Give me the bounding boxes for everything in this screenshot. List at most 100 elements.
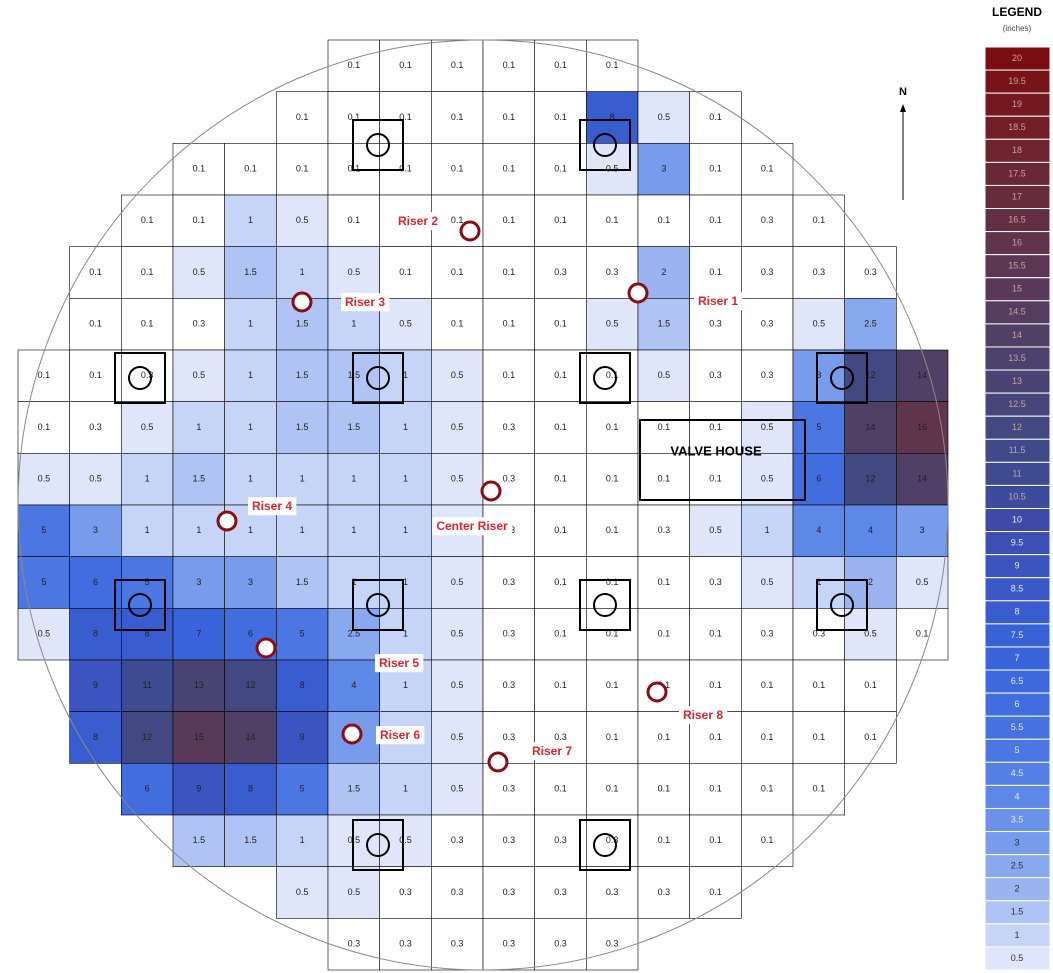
- depth-value: 0.1: [761, 680, 774, 690]
- depth-cell: [482, 39, 535, 92]
- depth-value: 0.1: [658, 474, 671, 484]
- depth-value: 0.1: [658, 215, 671, 225]
- depth-value: 0.1: [554, 474, 567, 484]
- depth-cell: [896, 504, 949, 557]
- depth-cell: [896, 453, 949, 506]
- depth-value: 0.1: [554, 60, 567, 70]
- depth-value: 0.3: [813, 267, 826, 277]
- depth-cell: [276, 349, 329, 402]
- depth-value: 0.3: [503, 732, 516, 742]
- depth-value: 0.3: [348, 939, 361, 949]
- depth-value: 0.1: [813, 680, 826, 690]
- depth-value: 0.1: [554, 164, 567, 174]
- legend-label: 20: [1012, 53, 1022, 63]
- depth-value: 0.5: [451, 732, 464, 742]
- depth-cell: [534, 39, 587, 92]
- depth-value: 5: [41, 525, 46, 535]
- depth-cell: [172, 608, 225, 661]
- depth-cell: [689, 659, 742, 712]
- depth-value: 1.5: [296, 319, 309, 329]
- depth-value: 0.1: [348, 112, 361, 122]
- depth-value: 1: [145, 525, 150, 535]
- depth-cell: [69, 504, 122, 557]
- depth-cell: [534, 453, 587, 506]
- riser-label: Riser 3: [345, 295, 385, 309]
- depth-cell: [792, 194, 845, 247]
- depth-value: 0.1: [606, 732, 619, 742]
- depth-cell: [327, 453, 380, 506]
- depth-value: 4: [351, 680, 356, 690]
- depth-cell: [276, 814, 329, 867]
- depth-cell: [431, 143, 484, 196]
- depth-value: 3: [248, 577, 253, 587]
- legend-swatch: [984, 946, 1051, 971]
- depth-value: 0.3: [503, 835, 516, 845]
- depth-cell: [792, 659, 845, 712]
- depth-cell: [637, 556, 690, 609]
- depth-value: 3: [816, 370, 821, 380]
- depth-value: 0.3: [761, 267, 774, 277]
- depth-value: 0.1: [554, 525, 567, 535]
- legend-label: 5: [1014, 745, 1019, 755]
- depth-value: 0.5: [658, 370, 671, 380]
- depth-value: 0.5: [296, 215, 309, 225]
- depth-value: 0.1: [658, 577, 671, 587]
- depth-cell: [586, 711, 639, 764]
- depth-cell: [379, 246, 432, 299]
- depth-cell: [276, 453, 329, 506]
- depth-value: 16: [917, 422, 927, 432]
- depth-value: 1.5: [348, 784, 361, 794]
- depth-value: 0.1: [709, 835, 722, 845]
- depth-value: 2: [661, 267, 666, 277]
- depth-value: 5: [41, 577, 46, 587]
- depth-value: 0.1: [296, 164, 309, 174]
- depth-cell: [121, 401, 174, 454]
- depth-value: 14: [917, 474, 927, 484]
- depth-cell: [637, 401, 690, 454]
- depth-value: 0.5: [761, 577, 774, 587]
- north-label: N: [899, 86, 907, 98]
- depth-value: 0.1: [348, 60, 361, 70]
- riser-label-bg: [693, 292, 743, 311]
- legend-unit: (inches): [1003, 24, 1032, 33]
- depth-cell: [586, 866, 639, 919]
- valve-house-label: VALVE HOUSE: [670, 443, 762, 458]
- depth-value: 2.5: [348, 629, 361, 639]
- depth-cell: [534, 246, 587, 299]
- depth-value: 0.3: [451, 835, 464, 845]
- depth-value: 1: [248, 370, 253, 380]
- depth-cell: [482, 556, 535, 609]
- legend-label: 14.5: [1008, 307, 1026, 317]
- depth-value: 14: [917, 370, 927, 380]
- depth-value: 1: [248, 525, 253, 535]
- depth-value: 0.1: [554, 319, 567, 329]
- riser-markers: [216, 220, 668, 773]
- depth-value: 15: [194, 732, 204, 742]
- legend-title: LEGEND: [992, 5, 1042, 19]
- depth-value: 8: [300, 680, 305, 690]
- depth-value: 1.5: [244, 267, 257, 277]
- depth-value: 2.5: [864, 319, 877, 329]
- depth-cell: [121, 298, 174, 351]
- depth-cell: [431, 453, 484, 506]
- depth-value: 0.1: [503, 164, 516, 174]
- depth-cell: [534, 194, 587, 247]
- depth-cell: [69, 659, 122, 712]
- depth-cell: [224, 349, 277, 402]
- legend-label: 10: [1012, 514, 1022, 524]
- legend-label: 2.5: [1011, 861, 1024, 871]
- depth-value: 8: [145, 629, 150, 639]
- depth-cell: [172, 556, 225, 609]
- depth-value: 3: [920, 525, 925, 535]
- legend-label: 10.5: [1008, 491, 1026, 501]
- depth-value: 0.1: [554, 370, 567, 380]
- depth-value: 0.1: [658, 629, 671, 639]
- depth-value: 0.1: [658, 784, 671, 794]
- depth-cell: [534, 918, 587, 971]
- depth-cell: [637, 91, 690, 144]
- depth-value: 0.1: [709, 267, 722, 277]
- depth-cell: [637, 763, 690, 816]
- depth-cell: [689, 453, 742, 506]
- legend-label: 8: [1014, 607, 1019, 617]
- depth-value: 0.5: [451, 629, 464, 639]
